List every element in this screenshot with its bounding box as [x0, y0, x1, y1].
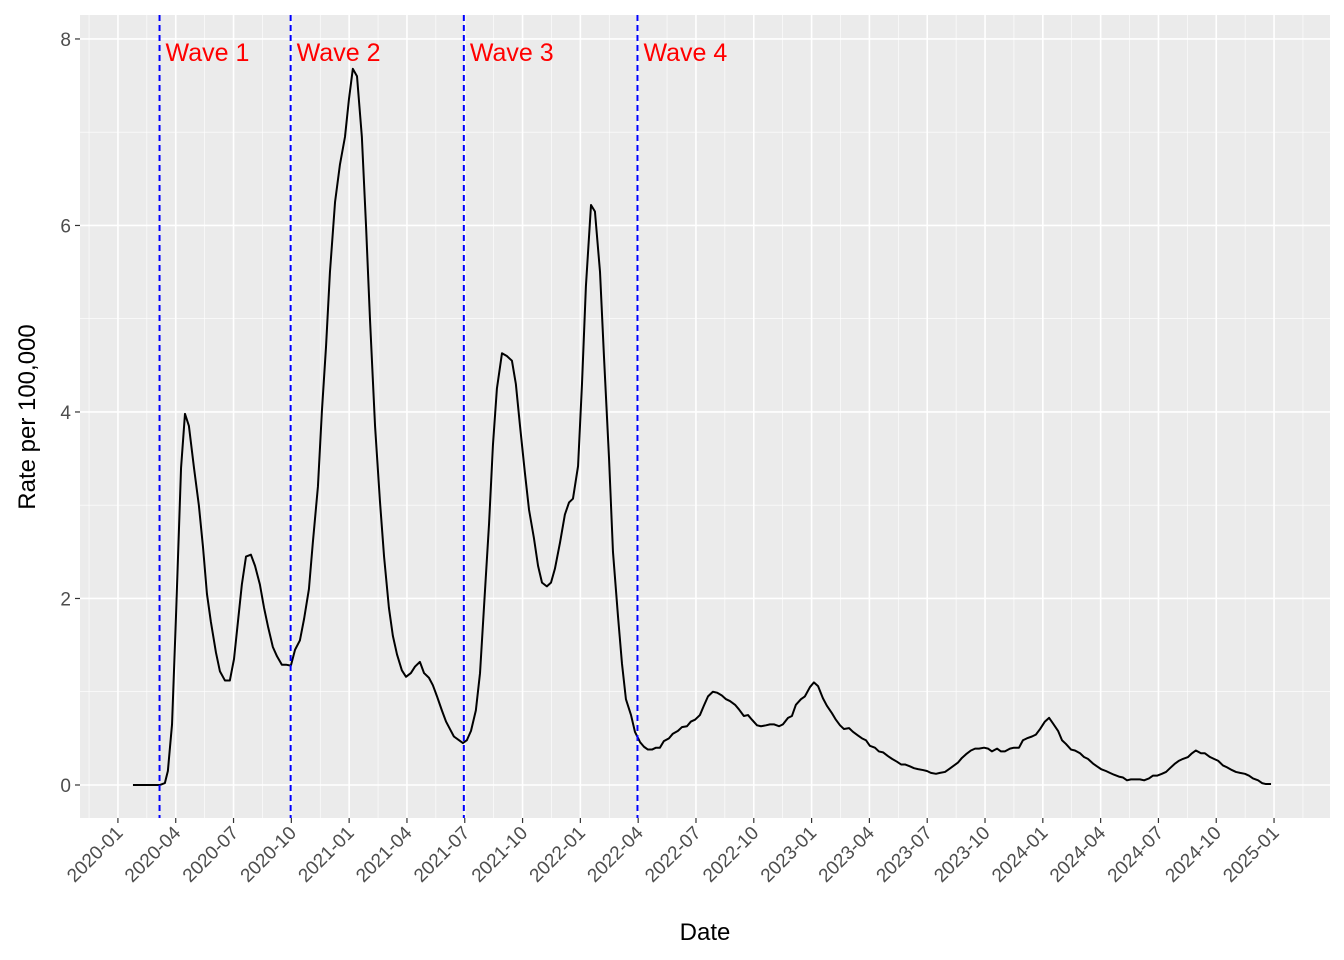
wave-label: Wave 1 [166, 39, 250, 67]
y-axis-title: Rate per 100,000 [14, 324, 41, 509]
wave-label: Wave 4 [643, 39, 727, 67]
x-tick-label: 2021-01 [295, 823, 359, 887]
x-tick-label: 2021-10 [468, 823, 532, 887]
x-tick-label: 2024-04 [1046, 822, 1110, 886]
y-tick-label: 0 [60, 776, 71, 797]
x-tick-label: 2021-04 [352, 822, 416, 886]
data-line [132, 67, 1272, 786]
x-tick-label: 2025-01 [1219, 823, 1283, 887]
x-tick-label: 2022-01 [526, 823, 590, 887]
wave-label: Wave 2 [297, 39, 381, 67]
x-tick-label: 2022-10 [699, 823, 763, 887]
panel-background [80, 15, 1330, 818]
x-tick-label: 2020-07 [179, 823, 243, 887]
x-tick-label: 2024-07 [1104, 823, 1168, 887]
x-tick-label: 2022-04 [584, 822, 648, 886]
x-tick-label: 2020-10 [237, 823, 301, 887]
plot-marks: Wave 1 Wave 2 Wave 3 Wave 4 [132, 15, 1272, 818]
x-tick-label: 2020-04 [121, 822, 185, 886]
x-tick-label: 2024-01 [988, 823, 1052, 887]
wave-label: Wave 3 [470, 39, 554, 67]
x-tick-label: 2023-01 [757, 823, 821, 887]
x-tick-label: 2020-01 [63, 823, 127, 887]
x-axis-title: Date [680, 919, 731, 946]
grid [80, 15, 1330, 818]
x-tick-label: 2022-07 [641, 823, 705, 887]
x-tick-label: 2021-07 [410, 823, 474, 887]
x-tick-label: 2023-04 [815, 822, 879, 886]
x-tick-label: 2024-10 [1162, 823, 1226, 887]
y-tick-label: 6 [60, 216, 71, 237]
x-tick-label: 2023-07 [873, 823, 937, 887]
x-tick-label: 2023-10 [930, 823, 994, 887]
y-tick-label: 2 [60, 589, 71, 610]
y-tick-label: 4 [60, 403, 71, 424]
y-tick-label: 8 [60, 30, 71, 51]
